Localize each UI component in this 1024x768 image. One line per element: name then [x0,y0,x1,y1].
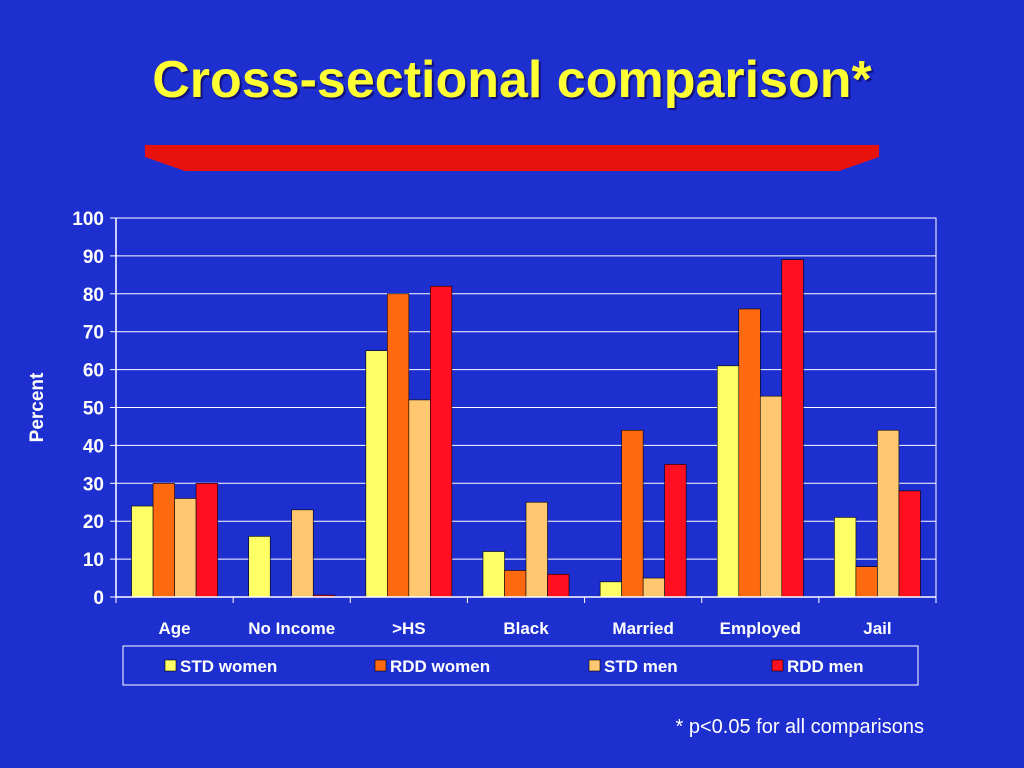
y-tick-label: 90 [83,247,104,268]
bar-rdd-women [621,429,644,598]
x-tick-label: Age [159,619,191,638]
title-underline-bar [145,145,879,171]
bar-std-women [482,551,505,598]
legend-label: RDD women [390,657,490,676]
bar-rdd-women [855,566,878,598]
bar-std-men [642,577,665,598]
legend-box [122,645,919,686]
legend-swatch [374,659,387,672]
slide-title: Cross-sectional comparison* [152,51,872,109]
legend-label: STD men [604,657,678,676]
legend-label: RDD men [787,657,864,676]
bar-rdd-men [430,285,453,598]
y-tick-label: 30 [83,474,104,495]
axis-labels: 0 10 20 30 40 50 60 70 80 90 100 Percent Age No Incom… [27,209,892,638]
y-tick-label: 100 [72,209,104,230]
bar-rdd-women [387,293,410,598]
legend: STD women RDD women STD men RDD men [122,645,919,686]
bar-rdd-women [152,482,175,598]
bar-std-women [716,365,740,598]
bar-rdd-men [781,259,804,598]
legend-swatch [771,659,784,672]
legend-swatch [588,659,601,672]
bar-rdd-men [664,464,687,598]
x-tick-label: No Income [248,619,335,638]
x-tick-label: >HS [392,619,426,638]
bar-std-men [291,509,314,598]
bar-rdd-men [547,573,570,598]
y-tick-label: 0 [93,588,104,609]
legend-label: STD women [180,657,277,676]
y-tick-label: 70 [83,323,104,344]
bar-std-men [877,429,900,598]
x-tick-label: Married [612,619,673,638]
y-tick-label: 40 [83,436,104,457]
bar-std-women [131,505,154,598]
footnote: * p<0.05 for all comparisons [675,716,924,738]
bar-std-men [525,501,548,598]
bar-rdd-men [898,490,921,598]
x-tick-label: Jail [863,619,891,638]
y-tick-label: 80 [83,285,104,306]
y-axis-label: Percent [27,372,48,442]
bar-std-women [599,581,622,598]
legend-swatch [164,659,177,672]
x-tick-label: Black [503,619,549,638]
bars [131,259,921,598]
x-tick-label: Employed [720,619,801,638]
bar-rdd-women [504,570,527,598]
bar-std-men [408,399,431,598]
y-tick-label: 20 [83,512,104,533]
axes [110,217,937,603]
y-tick-label: 50 [83,399,104,420]
bar-std-men [174,498,197,598]
bar-std-men [759,395,783,598]
y-tick-label: 60 [83,361,104,382]
bar-rdd-women [738,308,761,598]
bar-std-women [248,536,271,598]
bar-std-women [365,350,388,598]
bar-rdd-men [195,482,218,598]
bar-std-women [834,517,857,598]
y-tick-label: 10 [83,550,104,571]
